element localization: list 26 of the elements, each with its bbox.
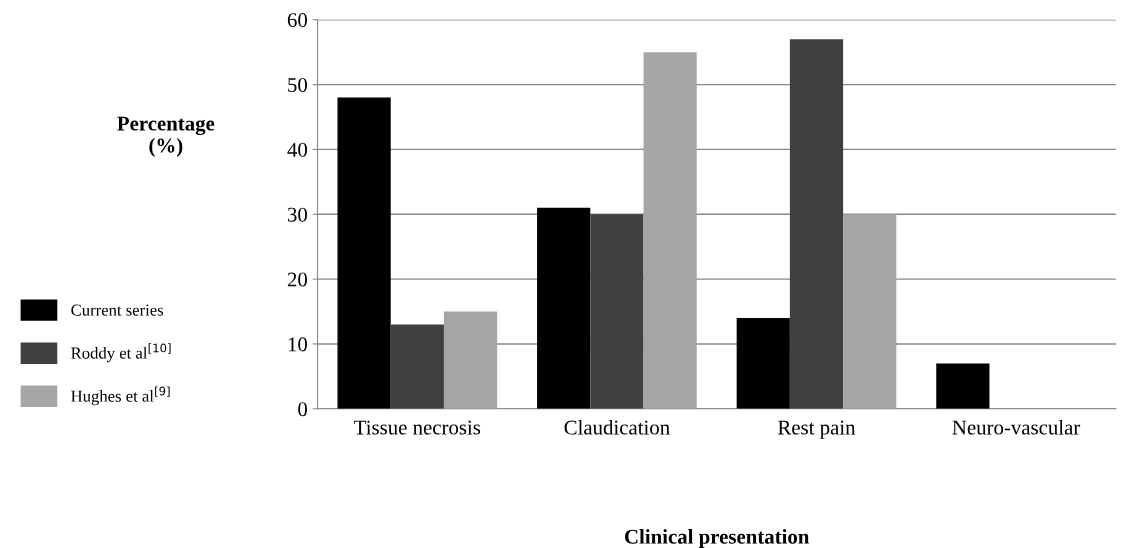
- bar: [843, 214, 897, 409]
- bar: [936, 363, 990, 409]
- bar: [443, 311, 498, 409]
- y-tick-label: 60: [287, 13, 308, 28]
- y-tick-label: 30: [287, 207, 308, 222]
- bar: [337, 97, 391, 409]
- bar: [537, 207, 591, 409]
- legend-label: Hughes et al$^{[9]}$: [71, 386, 170, 406]
- bar: [643, 52, 697, 409]
- x-tick-label: Neuro-vascular: [952, 419, 1081, 435]
- y-tick-label: 10: [288, 337, 308, 352]
- bar: [390, 324, 444, 409]
- x-axis-title: Clinical presentation: [625, 529, 810, 548]
- bar: [789, 39, 844, 409]
- y-tick-label: 40: [287, 142, 308, 157]
- legend-label: Roddy et al$^{[10]}$: [71, 343, 171, 363]
- x-tick-label: Tissue necrosis: [354, 420, 481, 435]
- x-tick-label: Claudication: [564, 419, 670, 435]
- y-axis-title: Percentage (%): [117, 116, 215, 157]
- y-tick-label: 20: [287, 272, 308, 287]
- legend-label: Current series: [71, 304, 164, 316]
- y-tick-label: 50: [288, 77, 308, 93]
- x-tick-label: Rest pain: [778, 420, 856, 439]
- bar: [590, 214, 644, 409]
- bar: [736, 318, 790, 409]
- y-tick-label: 0: [298, 402, 308, 417]
